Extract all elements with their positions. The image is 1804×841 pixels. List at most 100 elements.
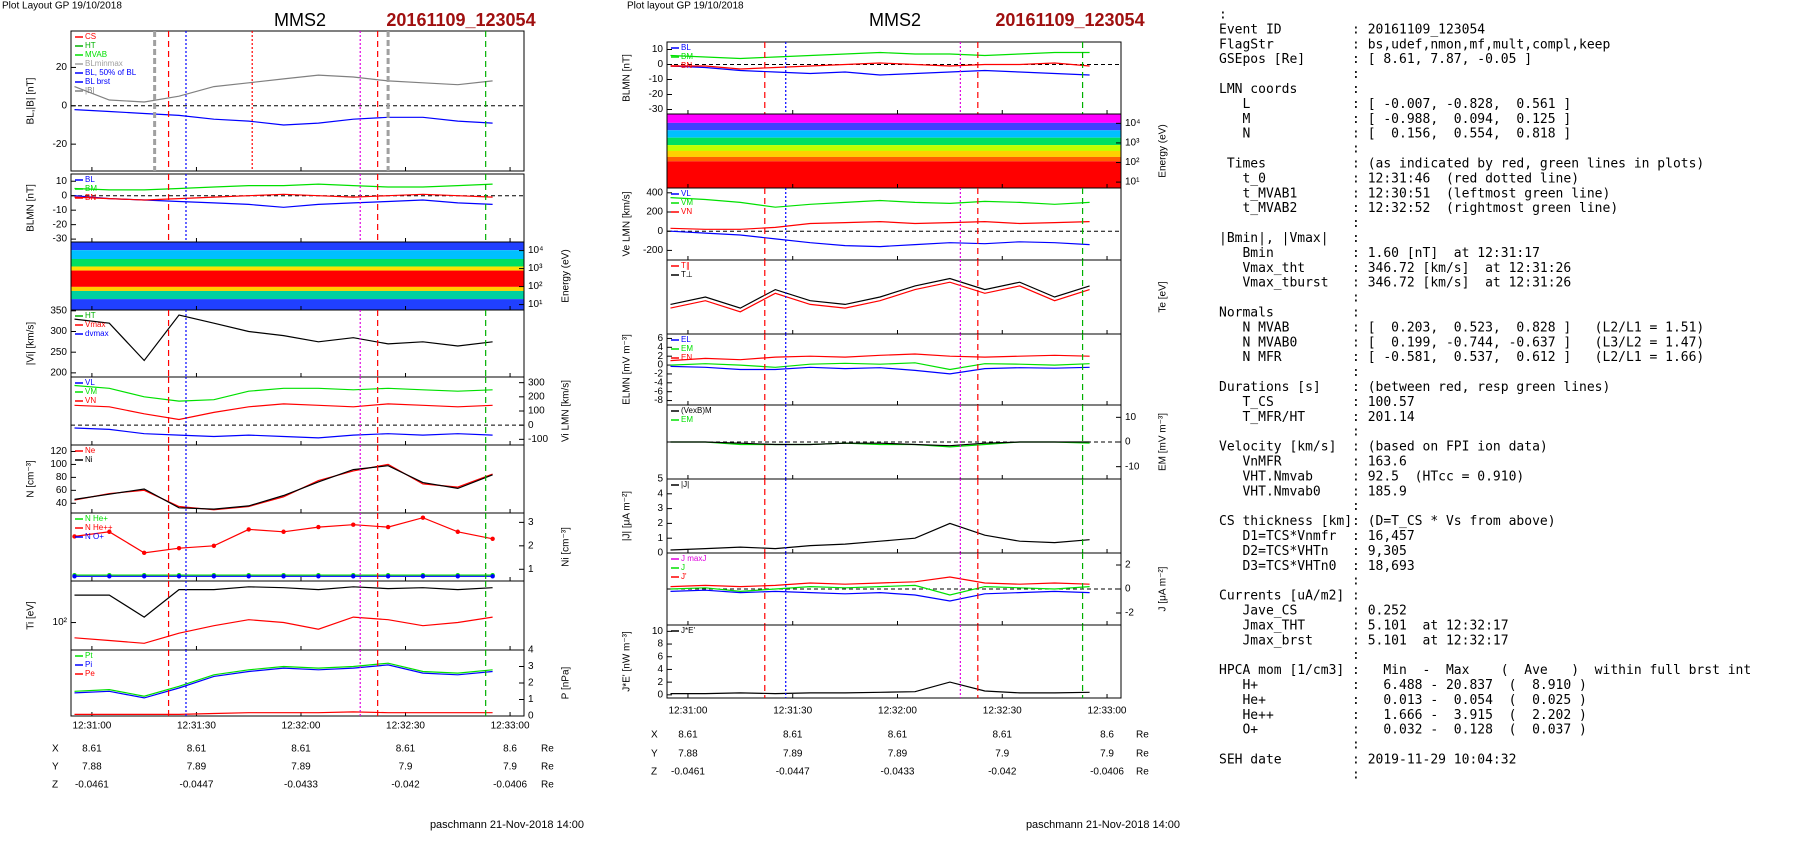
legend-label: BL, 50% of BL (85, 68, 137, 77)
listing-line: t_MVAB1 : 12:30:51 (leftmost green line) (1219, 186, 1610, 201)
listing-line: FlagStr : bs,udef,nmon,mf,mult,compl,kee… (1219, 37, 1611, 52)
y-tick-label: 2 (657, 351, 663, 362)
y-tick-label: 2 (657, 677, 663, 688)
legend-label: Pi (85, 660, 92, 669)
y-tick-label: 400 (646, 187, 663, 198)
y-axis-label: BL,|B| [nT] (26, 77, 37, 124)
y-axis-label: BLMN [nT] (622, 54, 633, 102)
y-axis-label: BLMN [nT] (26, 184, 37, 232)
coord-cell: 8.61 (678, 730, 698, 741)
listing-line: N MVAB : [ 0.203, 0.523, 0.828 ] (L2/L1 … (1219, 320, 1704, 335)
series-line (670, 441, 1090, 447)
series-point (351, 522, 356, 527)
plot-footer: paschmann 21-Nov-2018 14:00 (430, 819, 584, 831)
coord-cell: 7.9 (995, 749, 1009, 760)
y-tick-label: 250 (50, 347, 67, 358)
listing-line: HPCA mom [1/cm3] : Min - Max ( Ave ) wit… (1219, 663, 1751, 678)
x-tick-label: 12:31:30 (773, 706, 812, 717)
panel-frame (70, 649, 525, 717)
coord-cell: 8.61 (993, 730, 1013, 741)
series-line (74, 517, 493, 554)
y-axis-label: Ti [eV] (26, 601, 37, 630)
series-point (385, 574, 391, 579)
spectrogram-band (667, 137, 1121, 146)
series-point (107, 574, 112, 579)
listing-line: He+ : 0.013 - 0.054 ( 0.025 ) (1219, 693, 1587, 708)
listing-line: D2=TCS*VHTn : 9,305 (1219, 544, 1407, 559)
y-tick-label: 4 (528, 645, 534, 656)
coord-cell: Re (1136, 749, 1149, 760)
plot-header: Plot Layout GP 19/10/2018 (2, 1, 122, 12)
y-tick-label: -20 (649, 89, 664, 100)
listing-line: Jave_CS : 0.252 (1219, 604, 1407, 619)
coord-cell: Re (1136, 730, 1149, 741)
legend-label: Ni (85, 455, 93, 464)
spectrogram-band (71, 270, 524, 287)
listing-line: GSEpos [Re] : [ 8.61, 7.87, -0.05 ] (1219, 52, 1532, 67)
legend-label: BLminmax (85, 59, 123, 68)
legend-label: Pe (85, 669, 95, 678)
series-line (74, 586, 493, 618)
y-tick-label: -20 (53, 139, 68, 150)
y-tick-label: 1 (528, 694, 534, 705)
legend-label: MVAB (85, 50, 107, 59)
listing-line: t_0 : 12:31:46 (red dotted line) (1219, 171, 1579, 186)
legend-label: T⊥ (681, 270, 693, 279)
legend-label: J maxJ (681, 554, 706, 563)
coord-cell: -0.0447 (179, 780, 213, 791)
legend-label: EM (681, 344, 693, 353)
panel-frame (666, 478, 1122, 554)
y-axis-label: Energy (eV) (1158, 124, 1169, 177)
panel-frame (70, 580, 525, 651)
legend-label: Vmax (85, 320, 105, 329)
series-point (246, 574, 251, 579)
spectrogram-band (667, 114, 1121, 123)
coord-cell: 7.89 (888, 749, 908, 760)
coord-cell: X (651, 730, 658, 741)
panel: 10¹ 10² 10³ 10⁴ Energy (eV) (666, 113, 1169, 189)
listing-line: Event ID : 20161109_123054 (1219, 22, 1485, 37)
listing-line: VHT.Nmvab0 : 185.9 (1219, 484, 1407, 499)
spectrogram-band (667, 156, 1121, 162)
y-axis-label: Te [eV] (1158, 281, 1169, 312)
legend-label: T∥ (681, 261, 690, 270)
y-axis-label: P [nPa] (561, 666, 572, 699)
spectrogram-band (667, 161, 1121, 188)
listing-line: M : [ -0.988, 0.094, 0.125 ] (1219, 112, 1571, 127)
coord-cell: Re (541, 780, 554, 791)
listing-line: : (1219, 67, 1360, 82)
y-tick-label: 0 (61, 190, 67, 201)
legend-label: EN (681, 353, 692, 362)
y-tick-label: 6 (657, 651, 663, 662)
listing-line: : (1219, 738, 1360, 753)
y-axis-label: EM [mV m⁻³] (1158, 413, 1169, 471)
listing-line: SEH date : 2019-11-29 10:04:32 (1219, 753, 1516, 768)
coord-cell: -0.0406 (493, 780, 527, 791)
panel-frame (666, 187, 1122, 261)
y-tick-label: 4 (657, 488, 663, 499)
coord-cell: -0.0447 (776, 767, 810, 778)
listing-line: : (1219, 425, 1360, 440)
y-tick-label: 200 (528, 391, 545, 402)
legend-label: (VexB)M (681, 406, 712, 415)
y-axis-label: |J| [μA m⁻²] (622, 491, 633, 541)
y-tick-label: 100 (528, 406, 545, 417)
x-tick-label: 12:31:30 (177, 721, 216, 732)
series-point (141, 550, 147, 556)
y-tick-label: 0 (1125, 437, 1131, 448)
series-point (246, 527, 251, 532)
y-tick-label: 300 (50, 326, 67, 337)
y-tick-label: 120 (50, 446, 67, 457)
y-tick-label: -10 (1125, 461, 1140, 472)
series-point (455, 574, 460, 579)
coord-cell: Z (52, 780, 58, 791)
panel-frame (70, 173, 525, 243)
coord-cell: -0.042 (988, 767, 1017, 778)
y-tick-label: 0 (528, 711, 534, 722)
coord-cell: 8.61 (783, 730, 803, 741)
spectrogram-band (71, 242, 524, 251)
coord-cell: 8.61 (187, 744, 207, 755)
